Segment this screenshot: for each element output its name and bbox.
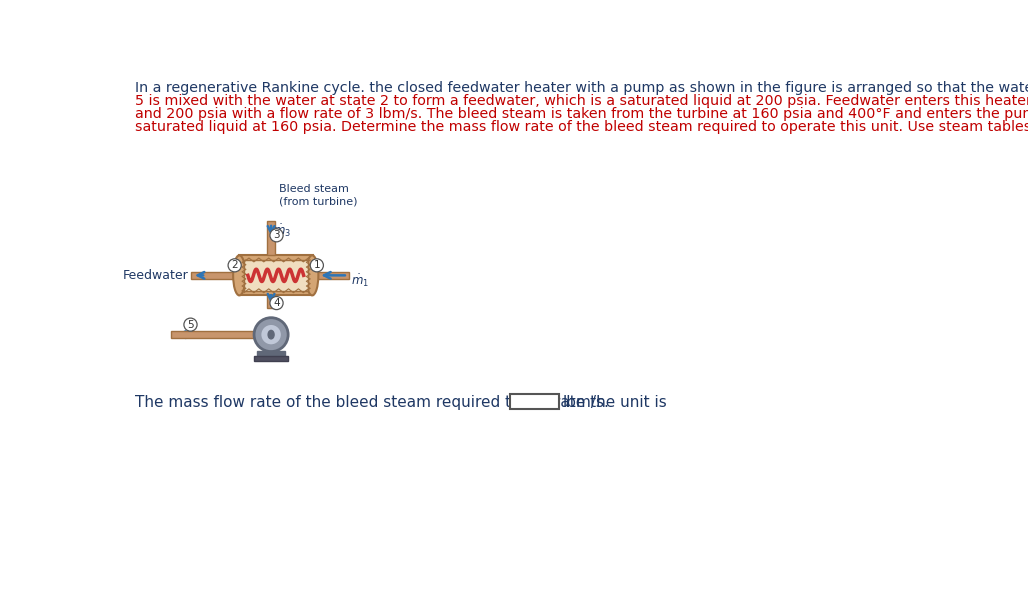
- Bar: [240, 256, 313, 296]
- Text: Bleed steam
(from turbine): Bleed steam (from turbine): [279, 184, 358, 206]
- Bar: [171, 331, 254, 339]
- Text: $\dot{m}_1$: $\dot{m}_1$: [351, 273, 369, 289]
- Bar: [257, 351, 285, 357]
- Circle shape: [310, 259, 324, 272]
- Text: Feedwater: Feedwater: [122, 269, 188, 282]
- Circle shape: [270, 297, 283, 310]
- Text: The mass flow rate of the bleed steam required to operate the unit is: The mass flow rate of the bleed steam re…: [135, 395, 666, 410]
- Ellipse shape: [268, 330, 274, 339]
- Bar: [267, 222, 274, 256]
- Text: saturated liquid at 160 psia. Determine the mass flow rate of the bleed steam re: saturated liquid at 160 psia. Determine …: [135, 120, 1028, 134]
- Text: 1: 1: [314, 260, 320, 270]
- Text: 2: 2: [231, 260, 238, 270]
- Ellipse shape: [233, 256, 246, 296]
- Circle shape: [270, 229, 283, 242]
- Text: 4: 4: [273, 298, 280, 308]
- Circle shape: [184, 318, 197, 331]
- Bar: [267, 296, 274, 308]
- Text: 5: 5: [187, 320, 194, 330]
- Bar: [190, 271, 240, 279]
- Bar: [510, 394, 558, 409]
- Circle shape: [228, 259, 242, 272]
- Circle shape: [260, 324, 282, 345]
- Ellipse shape: [306, 256, 319, 296]
- Circle shape: [254, 317, 288, 351]
- Text: lbm/s.: lbm/s.: [562, 395, 610, 410]
- Text: and 200 psia with a flow rate of 3 lbm/s. The bleed steam is taken from the turb: and 200 psia with a flow rate of 3 lbm/s…: [135, 107, 1028, 121]
- Text: In a regenerative Rankine cycle. the closed feedwater heater with a pump as show: In a regenerative Rankine cycle. the clo…: [135, 81, 1028, 95]
- Text: 3: 3: [273, 230, 280, 240]
- Bar: [254, 356, 288, 361]
- Bar: [313, 271, 350, 279]
- Text: $\dot{m}_3$: $\dot{m}_3$: [273, 222, 292, 239]
- Text: 5 is mixed with the water at state 2 to form a feedwater, which is a saturated l: 5 is mixed with the water at state 2 to …: [135, 93, 1028, 107]
- Bar: [244, 260, 308, 291]
